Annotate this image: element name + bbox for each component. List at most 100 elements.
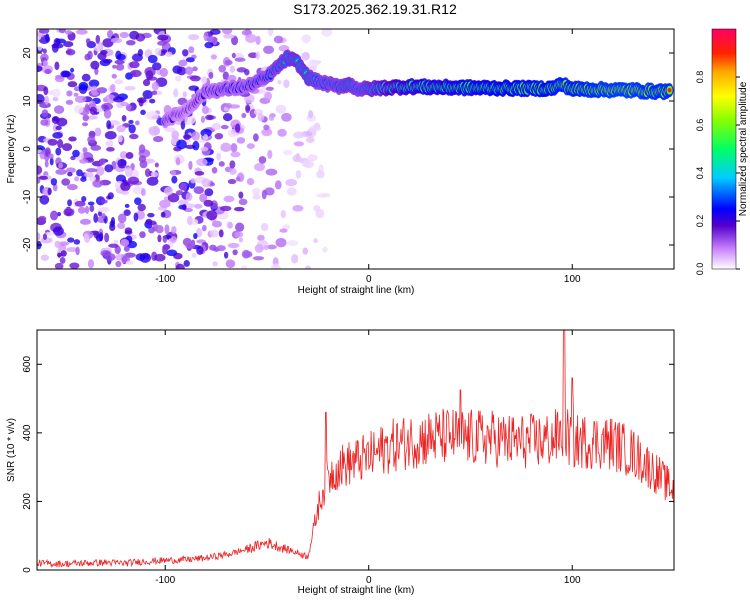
noise-blob — [66, 247, 78, 253]
noise-blob — [149, 98, 156, 104]
noise-blob — [128, 119, 134, 124]
noise-blob — [42, 233, 48, 241]
noise-blob — [157, 234, 162, 243]
noise-blob — [235, 222, 245, 232]
noise-blob — [301, 51, 310, 61]
noise-blob — [238, 237, 244, 243]
noise-blob — [182, 49, 189, 57]
noise-blob — [295, 170, 302, 179]
noise-blob — [175, 157, 181, 166]
noise-blob — [59, 256, 66, 264]
noise-blob — [136, 210, 145, 220]
snr-panel: -100 0 100 0 200 400 600 Height of straight li… — [6, 329, 675, 596]
noise-blob — [121, 114, 127, 122]
spectrogram-y-tick-label: 10 — [22, 95, 33, 107]
noise-blob — [275, 237, 287, 248]
colorbar-label: Normalized spectral amplitude — [738, 81, 749, 216]
noise-blob — [261, 86, 267, 95]
noise-blob — [275, 104, 287, 114]
noise-blob — [101, 199, 108, 204]
noise-blob — [65, 167, 76, 174]
noise-blob — [263, 45, 275, 54]
noise-blob — [162, 244, 171, 250]
noise-blob — [193, 232, 198, 240]
noise-blob — [37, 232, 41, 241]
spectrogram-y-tick-label: -10 — [22, 189, 33, 204]
noise-blob — [38, 29, 50, 34]
snr-y-axis-label: SNR (10 * v/v) — [6, 418, 17, 482]
noise-blob — [260, 222, 269, 232]
noise-blob — [218, 161, 225, 167]
colorbar-tick-label: 0.4 — [695, 167, 705, 180]
noise-blob — [55, 125, 62, 131]
noise-blob — [106, 146, 115, 152]
noise-blob — [141, 188, 146, 197]
noise-blob — [252, 187, 261, 196]
noise-blob — [185, 192, 193, 201]
noise-blob — [267, 149, 273, 160]
noise-blob — [81, 196, 87, 202]
noise-blob — [125, 260, 134, 265]
noise-blob — [293, 131, 305, 139]
noise-blob — [261, 128, 273, 137]
noise-blob — [203, 199, 214, 207]
noise-blob — [73, 239, 81, 245]
noise-blob — [88, 79, 100, 88]
noise-blob — [39, 194, 50, 205]
noise-blob — [188, 46, 195, 54]
noise-blob — [139, 231, 146, 239]
noise-blob — [111, 73, 117, 79]
spectrogram-y-tick-label: -20 — [22, 237, 33, 252]
noise-blob — [175, 75, 182, 82]
noise-blob — [84, 172, 94, 178]
noise-blob — [89, 106, 97, 116]
noise-blob — [139, 252, 151, 263]
noise-blob — [164, 224, 170, 235]
noise-blob — [238, 198, 248, 206]
noise-blob — [167, 193, 180, 203]
noise-blob — [184, 203, 196, 209]
noise-blob — [42, 48, 47, 54]
noise-blob — [166, 249, 178, 257]
noise-blob — [41, 109, 49, 117]
spectrogram-x-tick-label: -100 — [155, 274, 175, 285]
colorbar: 0.0 0.2 0.4 0.6 0.8 Normalized spectral ampl… — [695, 28, 749, 275]
noise-blob — [40, 254, 49, 261]
noise-blob — [222, 113, 233, 122]
noise-blob — [315, 208, 325, 219]
noise-blob — [153, 136, 164, 143]
snr-axes: -100 0 100 0 200 400 600 — [22, 330, 674, 586]
noise-blob — [187, 215, 193, 226]
snr-x-tick-label: 0 — [366, 575, 372, 586]
noise-blob — [102, 58, 113, 64]
noise-blob — [125, 152, 134, 159]
noise-blob — [44, 95, 49, 105]
noise-blob — [93, 213, 99, 223]
noise-blob — [191, 219, 199, 226]
noise-blob — [65, 48, 76, 56]
noise-blob — [74, 176, 80, 182]
noise-blob — [85, 206, 90, 214]
noise-blob — [199, 193, 208, 203]
noise-blob — [138, 98, 144, 107]
noise-blob — [159, 67, 169, 77]
noise-blob — [159, 199, 171, 209]
noise-blob — [146, 176, 159, 186]
noise-blob — [137, 203, 146, 212]
noise-blob — [223, 251, 229, 259]
colorbar-ticks: 0.0 0.2 0.4 0.6 0.8 — [695, 71, 740, 275]
noise-blob — [253, 162, 266, 172]
noise-blob — [117, 158, 127, 169]
noise-blob — [218, 229, 224, 238]
noise-blob — [82, 114, 90, 122]
noise-blob — [246, 177, 255, 186]
noise-blob — [110, 83, 116, 93]
noise-blob — [285, 178, 298, 187]
noise-blob — [108, 243, 119, 248]
noise-blob — [194, 203, 203, 209]
noise-blob — [37, 65, 43, 73]
noise-blob — [81, 73, 91, 82]
noise-blob — [171, 130, 180, 140]
noise-blob — [231, 52, 236, 59]
noise-blob — [65, 99, 74, 105]
